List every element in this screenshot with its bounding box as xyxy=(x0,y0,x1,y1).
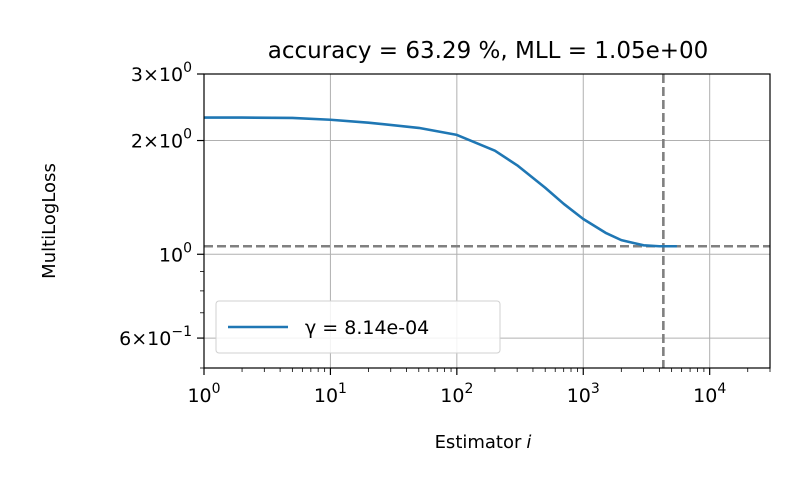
y-tick-label: 100 xyxy=(159,240,192,266)
legend: γ = 8.14e-04 xyxy=(215,300,501,354)
x-tick-label-exponent: 2 xyxy=(464,381,473,397)
x-tick-label-exponent: 0 xyxy=(212,381,221,397)
x-tick-label-exponent: 1 xyxy=(338,381,347,397)
y-tick-label-exponent: 0 xyxy=(183,60,192,76)
y-tick-label-exponent: −1 xyxy=(171,324,192,340)
y-tick-label-mantissa: 2× xyxy=(131,131,159,153)
y-tick-label: 3×100 xyxy=(131,60,192,86)
x-axis-label-text: Estimator xyxy=(435,432,522,453)
y-tick-label: 2×100 xyxy=(131,127,192,153)
y-tick-label-base: 10 xyxy=(159,244,183,266)
y-tick-label-exponent: 0 xyxy=(183,240,192,256)
x-tick-label-base: 10 xyxy=(693,385,717,407)
x-tick-label-base: 10 xyxy=(440,385,464,407)
x-tick-label: 103 xyxy=(567,381,600,407)
x-tick-label: 100 xyxy=(187,381,220,407)
y-tick-label-mantissa: 3× xyxy=(131,64,159,86)
x-tick-label: 102 xyxy=(440,381,473,407)
x-tick-label-exponent: 4 xyxy=(717,381,726,397)
legend-entry-label: γ = 8.14e-04 xyxy=(305,317,429,339)
x-axis-label: Estimator i xyxy=(435,432,532,453)
x-tick-label-base: 10 xyxy=(187,385,211,407)
y-tick-label-base: 10 xyxy=(147,328,171,350)
tick-layer xyxy=(197,73,771,375)
x-tick-label-base: 10 xyxy=(314,385,338,407)
legend-box xyxy=(215,300,501,354)
y-tick-label-base: 10 xyxy=(159,131,183,153)
y-tick-label-base: 10 xyxy=(159,64,183,86)
x-tick-label-base: 10 xyxy=(567,385,591,407)
x-tick-label: 101 xyxy=(314,381,347,407)
chart-title: accuracy = 63.29 %, MLL = 1.05e+00 xyxy=(268,38,709,64)
x-tick-label-exponent: 3 xyxy=(591,381,600,397)
y-axis-label: MultiLogLoss xyxy=(39,163,60,279)
series-line xyxy=(204,116,677,248)
y-tick-label-exponent: 0 xyxy=(183,127,192,143)
y-tick-label: 6×10−1 xyxy=(119,324,192,350)
axes-frame xyxy=(203,73,771,369)
x-tick-label: 104 xyxy=(693,381,726,407)
y-tick-label-mantissa: 6× xyxy=(119,328,147,350)
x-axis-label-var: i xyxy=(526,432,531,453)
series-layer xyxy=(204,116,677,248)
